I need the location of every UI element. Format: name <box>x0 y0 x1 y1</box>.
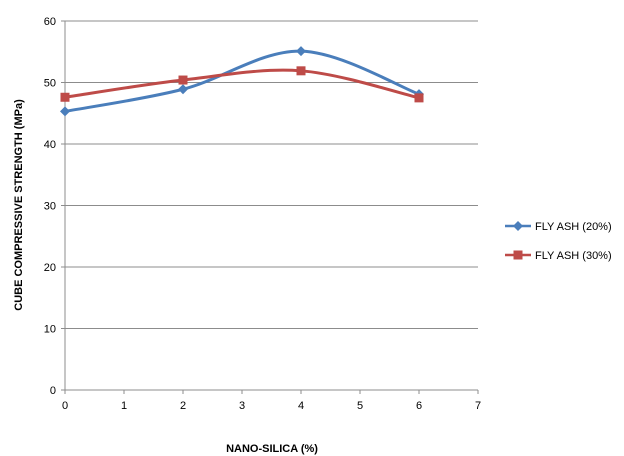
legend-label-series-1: FLY ASH (20%) <box>535 221 612 233</box>
series-markers <box>60 46 424 117</box>
x-tick-label-3: 3 <box>239 400 245 412</box>
y-tick-label-10: 10 <box>44 324 56 336</box>
axes <box>61 20 479 394</box>
data-point-series-2-x0 <box>60 92 70 102</box>
series-lines <box>64 49 420 113</box>
x-axis-title: NANO-SILICA (%) <box>226 443 318 455</box>
legend-item-series-1: FLY ASH (20%) <box>505 221 612 233</box>
series-line-2 <box>64 68 420 100</box>
tick-labels: 0 10 20 30 40 50 60 0 1 2 3 4 5 6 7 <box>44 16 481 412</box>
y-tick-label-40: 40 <box>44 139 56 151</box>
x-tick-label-1: 1 <box>121 400 127 412</box>
y-tick-label-50: 50 <box>44 78 56 90</box>
data-point-series-1-x2 <box>178 84 188 95</box>
legend: FLY ASH (20%) FLY ASH (30%) <box>505 221 612 262</box>
y-axis-title: CUBE COMPRESSIVE STRENGTH (MPa) <box>13 99 25 311</box>
x-tick-label-5: 5 <box>357 400 363 412</box>
data-point-series-2-x6 <box>414 93 424 103</box>
x-tick-label-4: 4 <box>298 400 304 412</box>
legend-label-series-2: FLY ASH (30%) <box>535 250 612 262</box>
x-tick-label-7: 7 <box>475 400 481 412</box>
legend-marker-series-2 <box>513 250 523 260</box>
y-tick-label-30: 30 <box>44 201 56 213</box>
series-line-1 <box>64 49 420 113</box>
y-tick-label-60: 60 <box>44 16 56 28</box>
y-tick-label-0: 0 <box>50 385 56 397</box>
x-tick-label-2: 2 <box>180 400 186 412</box>
data-point-series-2-x4 <box>296 66 306 76</box>
data-point-series-1-x0 <box>60 106 70 117</box>
x-tick-label-6: 6 <box>416 400 422 412</box>
x-tick-label-0: 0 <box>62 400 68 412</box>
y-tick-label-20: 20 <box>44 262 56 274</box>
legend-marker-series-1 <box>513 221 523 231</box>
legend-item-series-2: FLY ASH (30%) <box>505 250 612 262</box>
gridlines <box>65 20 478 329</box>
data-point-series-2-x2 <box>178 75 188 85</box>
data-point-series-1-x4 <box>296 46 306 57</box>
